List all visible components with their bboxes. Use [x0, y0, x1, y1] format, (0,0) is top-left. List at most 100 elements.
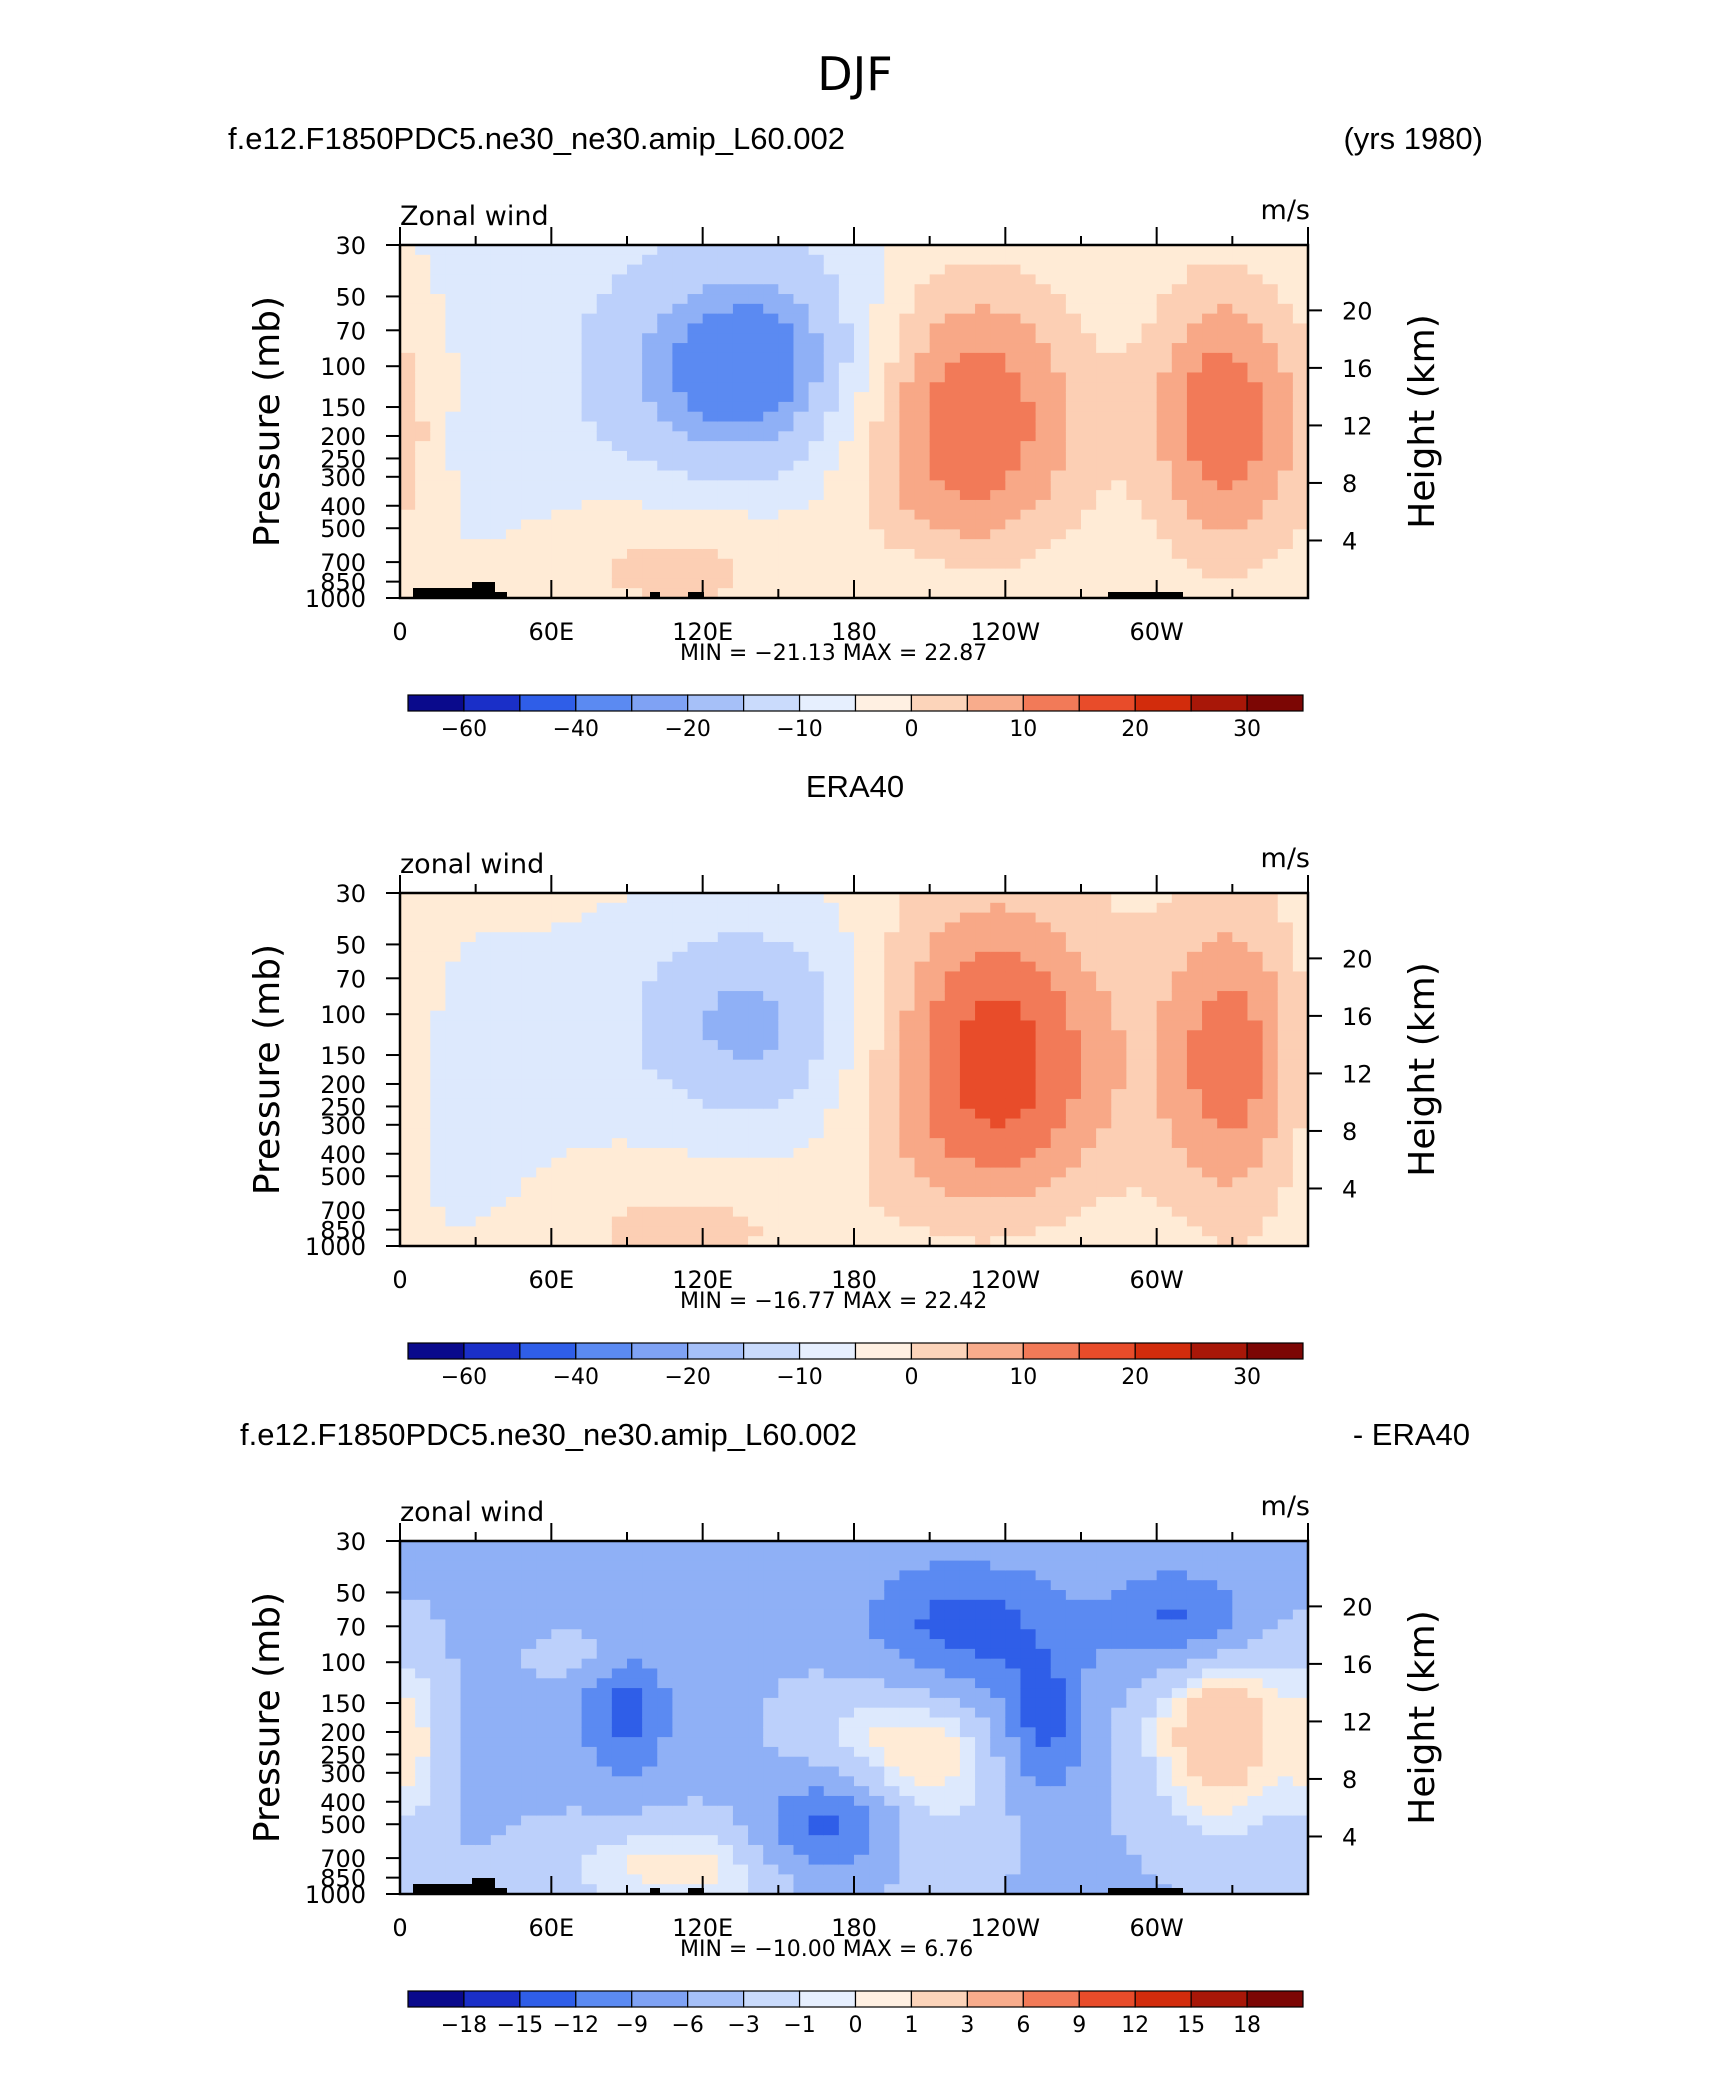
heatmap-cell — [1035, 1040, 1052, 1051]
heatmap-cell — [1096, 343, 1112, 354]
heatmap-cell — [521, 588, 537, 599]
heatmap-cell — [445, 1835, 462, 1846]
heatmap-cell — [415, 509, 431, 521]
heatmap-cell — [1292, 529, 1309, 540]
heatmap-cell — [475, 509, 492, 521]
heatmap-cell — [672, 284, 689, 295]
heatmap-cell — [1035, 971, 1052, 982]
heatmap-cell — [460, 1619, 477, 1630]
heatmap-cell — [778, 343, 795, 354]
heatmap-cell — [808, 490, 825, 501]
heatmap-cell — [1020, 441, 1037, 452]
heatmap-cell — [1186, 912, 1203, 924]
heatmap-cell — [1035, 1157, 1052, 1169]
heatmap-cell — [627, 372, 643, 383]
heatmap-cell — [702, 254, 719, 266]
heatmap-cell — [505, 450, 522, 462]
heatmap-cell — [611, 450, 628, 462]
heatmap-cell — [1065, 1187, 1082, 1198]
heatmap-cell — [1065, 499, 1082, 511]
heatmap-cell — [732, 460, 749, 472]
heatmap-cell — [823, 1089, 840, 1100]
heatmap-cell — [1096, 1187, 1112, 1198]
heatmap-cell — [581, 1658, 598, 1670]
heatmap-cell — [551, 1128, 568, 1139]
heatmap-cell — [581, 441, 598, 452]
heatmap-cell — [1217, 1147, 1233, 1159]
heatmap-cell — [914, 284, 931, 295]
heatmap-cell — [687, 1089, 704, 1100]
heatmap-cell — [430, 1098, 446, 1110]
heatmap-cell — [1217, 1079, 1233, 1090]
heatmap-cell — [596, 441, 613, 452]
heatmap-cell — [732, 539, 749, 550]
heatmap-cell — [657, 1157, 673, 1169]
heatmap-cell — [536, 352, 552, 364]
heatmap-cell — [596, 539, 613, 550]
heatmap-cell — [1262, 274, 1279, 285]
heatmap-cell — [596, 1049, 613, 1061]
heatmap-cell — [475, 1040, 492, 1051]
heatmap-cell — [430, 519, 446, 530]
heatmap-cell — [854, 303, 870, 315]
heatmap-cell — [687, 548, 704, 560]
heatmap-cell — [400, 942, 416, 953]
heatmap-cell — [551, 558, 568, 570]
heatmap-cell — [1065, 509, 1082, 521]
heatmap-cell — [642, 303, 658, 315]
heatmap-cell — [1065, 578, 1082, 589]
heatmap-cell — [566, 568, 583, 579]
heatmap-cell — [1126, 284, 1143, 295]
heatmap-cell — [505, 529, 522, 540]
heatmap-cell — [1217, 893, 1233, 904]
heatmap-cell — [490, 1560, 507, 1572]
heatmap-cell — [415, 1049, 431, 1061]
heatmap-cell — [445, 1098, 462, 1110]
heatmap-cell — [445, 1236, 462, 1247]
height-tick-label: 12 — [1342, 1060, 1373, 1088]
heatmap-cell — [1050, 971, 1067, 982]
heatmap-cell — [702, 1216, 719, 1227]
heatmap-cell — [793, 922, 810, 933]
heatmap-cell — [975, 912, 991, 924]
heatmap-cell — [642, 254, 658, 266]
heatmap-cell — [823, 411, 840, 423]
heatmap-cell — [445, 274, 462, 285]
heatmap-cell — [808, 1098, 825, 1110]
heatmap-cell — [929, 991, 946, 1002]
heatmap-cell — [1262, 539, 1279, 550]
heatmap-cell — [1186, 490, 1203, 501]
heatmap-cell — [1292, 294, 1309, 305]
heatmap-cell — [596, 1040, 613, 1051]
heatmap-cell — [975, 1049, 991, 1061]
heatmap-cell — [1186, 1177, 1203, 1188]
heatmap-cell — [460, 961, 477, 973]
heatmap-cell — [1232, 245, 1249, 256]
heatmap-cell — [929, 922, 946, 933]
heatmap-cell — [763, 431, 779, 442]
heatmap-cell — [1096, 1157, 1112, 1169]
heatmap-cell — [1277, 1040, 1294, 1051]
heatmap-cell — [1096, 382, 1112, 393]
heatmap-cell — [672, 902, 689, 914]
heatmap-cell — [854, 470, 870, 481]
heatmap-cell — [1035, 450, 1052, 462]
heatmap-cell — [415, 1089, 431, 1100]
heatmap-cell — [536, 1805, 552, 1817]
heatmap-cell — [687, 558, 704, 570]
heatmap-cell — [1232, 951, 1249, 963]
heatmap-cell — [672, 411, 689, 423]
heatmap-cell — [415, 1147, 431, 1159]
heatmap-cell — [990, 450, 1006, 462]
heatmap-cell — [854, 981, 870, 992]
heatmap-cell — [1277, 951, 1294, 963]
heatmap-cell — [672, 1118, 689, 1129]
heatmap-cell — [430, 1629, 446, 1640]
heatmap-cell — [1005, 1196, 1022, 1208]
heatmap-cell — [1005, 333, 1022, 344]
heatmap-cell — [1035, 1010, 1052, 1022]
heatmap-cell — [1186, 1020, 1203, 1031]
heatmap-cell — [551, 1795, 568, 1807]
heatmap-cell — [1141, 1079, 1158, 1090]
heatmap-cell — [566, 1766, 583, 1777]
